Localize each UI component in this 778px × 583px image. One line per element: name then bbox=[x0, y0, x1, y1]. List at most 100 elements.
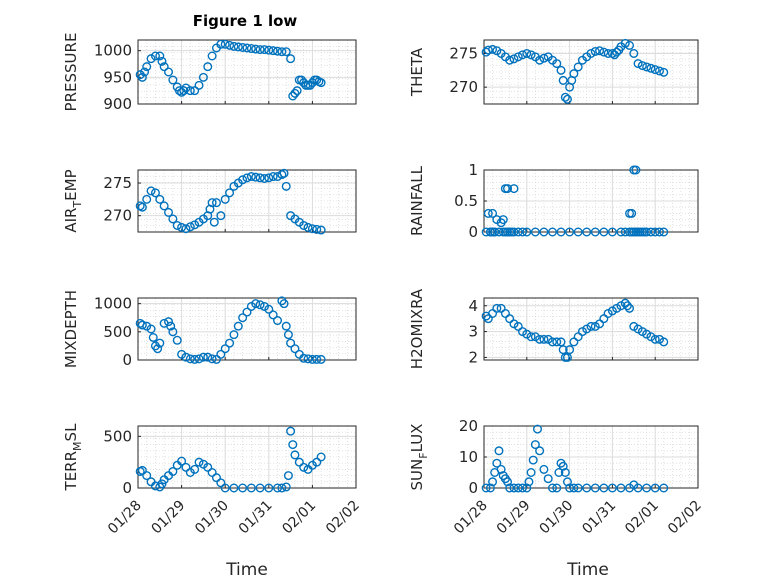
data-point bbox=[659, 67, 669, 77]
data-point bbox=[503, 184, 513, 194]
figure-title: Figure 1 low bbox=[192, 12, 298, 30]
data-point bbox=[513, 227, 523, 237]
data-point bbox=[543, 474, 553, 484]
data-point bbox=[135, 70, 145, 80]
data-point bbox=[307, 78, 317, 88]
y-tick-label: 3 bbox=[468, 323, 478, 341]
y-tick-label: 1 bbox=[468, 161, 478, 179]
data-point bbox=[216, 349, 226, 359]
y-tick-label: 500 bbox=[103, 427, 132, 445]
data-point bbox=[642, 62, 652, 72]
axes-box bbox=[483, 297, 699, 361]
data-point bbox=[216, 39, 226, 49]
data-point bbox=[290, 450, 300, 460]
data-point bbox=[190, 220, 200, 230]
data-point bbox=[494, 227, 504, 237]
data-point bbox=[166, 321, 176, 331]
data-point bbox=[242, 173, 252, 183]
data-point bbox=[509, 184, 519, 194]
data-point bbox=[220, 194, 230, 204]
y-tick-label: 4 bbox=[468, 297, 478, 315]
data-point bbox=[509, 227, 519, 237]
data-point bbox=[505, 483, 515, 493]
data-point bbox=[599, 47, 609, 57]
data-point bbox=[518, 483, 528, 493]
data-point bbox=[562, 477, 572, 487]
data-point bbox=[485, 483, 495, 493]
data-point bbox=[590, 483, 600, 493]
data-point bbox=[177, 456, 187, 466]
data-point bbox=[316, 225, 326, 235]
data-point bbox=[599, 483, 609, 493]
data-point bbox=[290, 344, 300, 354]
data-point bbox=[290, 88, 300, 98]
data-point bbox=[194, 80, 204, 90]
data-point bbox=[146, 324, 156, 334]
y-tick-label: 0 bbox=[122, 479, 132, 497]
data-point bbox=[288, 91, 298, 101]
data-point bbox=[513, 52, 523, 62]
data-point bbox=[255, 173, 265, 183]
data-point bbox=[268, 310, 278, 320]
data-point bbox=[539, 53, 549, 63]
data-point bbox=[194, 354, 204, 364]
data-point bbox=[142, 62, 152, 72]
data-point bbox=[505, 55, 515, 65]
data-point bbox=[586, 321, 596, 331]
data-point bbox=[159, 62, 169, 72]
data-point bbox=[560, 92, 570, 102]
data-point bbox=[518, 50, 528, 60]
y-axis-label: TERRMSL bbox=[62, 423, 84, 492]
y-axis-label: RAINFALL bbox=[408, 165, 426, 236]
data-point bbox=[292, 86, 302, 96]
data-point bbox=[582, 227, 592, 237]
data-point bbox=[281, 47, 291, 57]
data-point bbox=[627, 208, 637, 218]
data-point bbox=[211, 354, 221, 364]
data-point bbox=[172, 335, 182, 345]
data-point bbox=[312, 75, 322, 85]
data-point bbox=[312, 457, 322, 467]
data-point bbox=[279, 168, 289, 178]
x-axis-label: Time bbox=[566, 560, 609, 580]
axes-box bbox=[137, 297, 357, 361]
data-point bbox=[203, 62, 213, 72]
data-point bbox=[146, 54, 156, 64]
data-point bbox=[547, 483, 557, 493]
data-point bbox=[562, 94, 572, 104]
data-point bbox=[150, 51, 160, 61]
data-point bbox=[565, 227, 575, 237]
data-point bbox=[185, 86, 195, 96]
x-tick-label: 01/31 bbox=[236, 498, 276, 538]
data-point bbox=[137, 202, 147, 212]
y-axis-label: AIRTEMP bbox=[62, 169, 84, 232]
data-point bbox=[238, 175, 248, 185]
y-tick-label: 20 bbox=[459, 417, 478, 435]
data-point bbox=[535, 446, 545, 456]
data-point bbox=[168, 466, 178, 476]
data-point bbox=[181, 352, 191, 362]
data-point bbox=[554, 468, 564, 478]
data-point bbox=[277, 483, 287, 493]
data-point bbox=[229, 41, 239, 51]
data-point bbox=[220, 39, 230, 49]
x-tick-label: 01/28 bbox=[451, 498, 491, 538]
data-point bbox=[646, 227, 656, 237]
data-point bbox=[220, 344, 230, 354]
y-tick-label: 1000 bbox=[94, 42, 132, 60]
data-point bbox=[522, 227, 532, 237]
data-point bbox=[539, 334, 549, 344]
data-point bbox=[164, 317, 174, 327]
data-point bbox=[242, 307, 252, 317]
data-point bbox=[255, 483, 265, 493]
data-point bbox=[229, 483, 239, 493]
data-point bbox=[659, 227, 669, 237]
data-point bbox=[599, 227, 609, 237]
data-point bbox=[552, 59, 562, 69]
data-point bbox=[650, 483, 660, 493]
data-point bbox=[642, 227, 652, 237]
data-point bbox=[312, 224, 322, 234]
data-point bbox=[509, 54, 519, 64]
data-point bbox=[590, 46, 600, 56]
data-point bbox=[216, 211, 226, 221]
